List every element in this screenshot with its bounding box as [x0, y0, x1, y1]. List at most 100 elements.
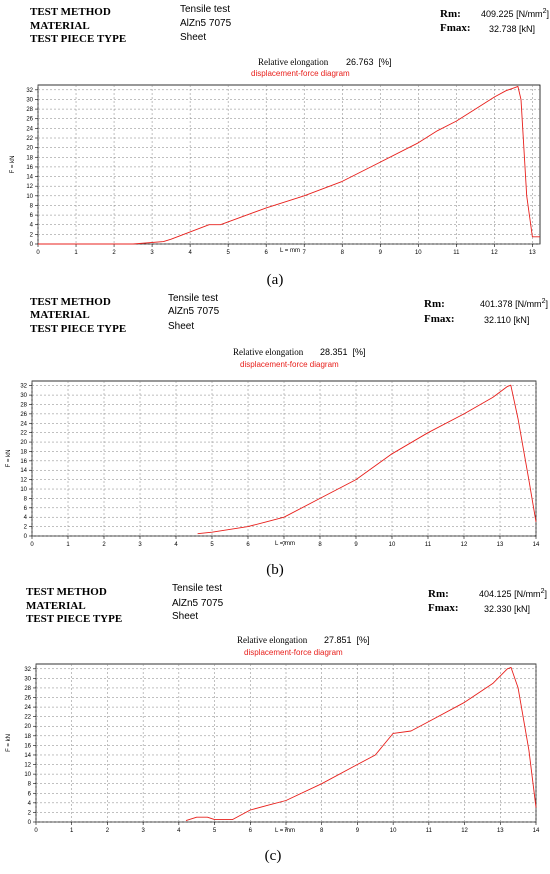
x-tick-label: 3	[150, 250, 154, 256]
x-axis-label: L = mm	[275, 828, 295, 834]
fmax-value-line: 32.330 [kN]	[484, 604, 530, 614]
test-method-label: TEST METHOD	[30, 6, 111, 18]
rm-unit-close: ]	[544, 589, 547, 599]
y-tick-label: 12	[26, 184, 33, 190]
y-tick-label: 4	[28, 801, 32, 807]
y-tick-label: 10	[24, 772, 31, 778]
x-tick-label: 6	[265, 250, 269, 256]
chart-group: 0 1 2 3 4 5 6 7 8 9 10 11 12 13 1402468101214161820222…	[6, 663, 540, 834]
fmax-unit: [kN]	[514, 604, 531, 614]
x-tick-label: 14	[533, 828, 540, 834]
fmax-value-line: 32.738 [kN]	[489, 24, 535, 34]
y-tick-label: 26	[24, 696, 31, 702]
y-tick-label: 20	[24, 724, 31, 730]
x-tick-label: 2	[102, 542, 106, 548]
y-tick-label: 14	[24, 753, 31, 759]
x-tick-label: 6	[246, 542, 250, 548]
rm-unit: [N/mm	[515, 299, 542, 309]
y-tick-label: 20	[20, 440, 27, 446]
panel-a: TEST METHOD Tensile test MATERIAL AlZn5 …	[0, 0, 550, 292]
fmax-unit: [kN]	[513, 315, 530, 325]
y-tick-label: 22	[24, 715, 31, 721]
y-tick-label: 6	[24, 506, 28, 512]
diagram-title: displacement-force diagram	[251, 69, 350, 78]
y-tick-label: 2	[30, 232, 34, 238]
x-tick-label: 7	[303, 250, 307, 256]
x-tick-label: 9	[354, 542, 358, 548]
y-tick-label: 10	[26, 194, 33, 200]
x-tick-label: 10	[390, 828, 397, 834]
x-tick-label: 0	[34, 828, 38, 834]
x-tick-label: 2	[106, 828, 110, 834]
y-tick-label: 28	[24, 686, 31, 692]
rm-unit-exponent: 2	[541, 298, 546, 305]
x-tick-label: 6	[249, 828, 253, 834]
y-tick-label: 0	[24, 534, 28, 540]
test-piece-type-value: Sheet	[180, 32, 207, 43]
y-tick-label: 30	[24, 676, 31, 682]
diagram-title: displacement-force diagram	[240, 360, 339, 369]
relative-elongation-unit: [%]	[378, 57, 392, 67]
chart-group: 0 1 2 3 4 5 6 7 8 9 10 11 12 13 1402468101214161820222…	[6, 380, 540, 548]
fmax-label: Fmax:	[440, 22, 471, 34]
y-tick-label: 4	[24, 515, 28, 521]
x-axis-label: L = mm	[275, 541, 295, 547]
y-tick-label: 24	[24, 705, 31, 711]
y-tick-label: 18	[20, 449, 27, 455]
y-tick-label: 8	[30, 203, 34, 209]
y-tick-label: 22	[20, 431, 27, 437]
x-tick-label: 1	[66, 542, 70, 548]
fmax-value: 32.738	[489, 24, 517, 34]
rm-value: 409.225	[481, 9, 514, 19]
x-tick-label: 9	[356, 828, 360, 834]
x-tick-label: 1	[74, 250, 78, 256]
x-tick-label: 2	[112, 250, 116, 256]
y-tick-label: 32	[20, 384, 27, 390]
panel-caption: (a)	[266, 272, 284, 288]
force-curve	[38, 85, 540, 245]
fmax-label: Fmax:	[428, 602, 459, 614]
x-tick-label: 5	[213, 828, 217, 834]
x-tick-label: 12	[461, 542, 468, 548]
x-tick-label: 0	[30, 542, 34, 548]
x-tick-label: 8	[318, 542, 322, 548]
y-tick-label: 8	[24, 496, 28, 502]
chart-group: 0 1 2 3 4 5 6 7 8 9 10 11 12 130246810121416182022242…	[10, 84, 541, 256]
relative-elongation-value-line: 28.351 [%]	[320, 347, 366, 357]
force-displacement-chart: 0 1 2 3 4 5 6 7 8 9 10 11 12 130246810121416182022242…	[10, 84, 541, 256]
rm-label: Rm:	[428, 588, 449, 600]
rm-unit-close: ]	[546, 9, 549, 19]
x-tick-label: 11	[453, 250, 460, 256]
x-tick-label: 4	[188, 250, 192, 256]
y-tick-label: 6	[28, 791, 32, 797]
rm-unit: [N/mm	[514, 589, 541, 599]
y-tick-label: 26	[26, 117, 33, 123]
force-displacement-chart: 0 1 2 3 4 5 6 7 8 9 10 11 12 13 1402468101214161820222…	[6, 663, 540, 834]
y-tick-label: 6	[30, 213, 34, 219]
x-tick-label: 7	[282, 542, 286, 548]
x-tick-label: 10	[389, 542, 396, 548]
relative-elongation-label: Relative elongation	[258, 57, 329, 67]
relative-elongation-value: 27.851	[324, 635, 352, 645]
rm-label: Rm:	[440, 8, 461, 20]
y-tick-label: 16	[20, 459, 27, 465]
relative-elongation-label: Relative elongation	[237, 635, 308, 645]
rm-unit-exponent: 2	[540, 588, 545, 595]
rm-unit-exponent: 2	[542, 8, 547, 15]
rm-value-line: 401.378 [N/mm2]	[480, 298, 548, 309]
rm-label: Rm:	[424, 298, 445, 310]
x-tick-label: 5	[226, 250, 230, 256]
panel-b: TEST METHOD Tensile test MATERIAL AlZn5 …	[0, 292, 550, 584]
fmax-label: Fmax:	[424, 313, 455, 325]
y-tick-label: 18	[24, 734, 31, 740]
relative-elongation-label: Relative elongation	[233, 347, 304, 357]
x-axis-label: L = mm	[280, 248, 300, 254]
y-tick-label: 2	[24, 525, 28, 531]
material-value: AlZn5 7075	[172, 598, 224, 609]
x-tick-label: 11	[426, 828, 433, 834]
relative-elongation-unit: [%]	[356, 635, 370, 645]
rm-value-line: 409.225 [N/mm2]	[481, 8, 549, 19]
relative-elongation-unit: [%]	[352, 347, 366, 357]
force-displacement-chart: 0 1 2 3 4 5 6 7 8 9 10 11 12 13 1402468101214161820222…	[6, 380, 540, 548]
material-label: MATERIAL	[26, 600, 86, 612]
